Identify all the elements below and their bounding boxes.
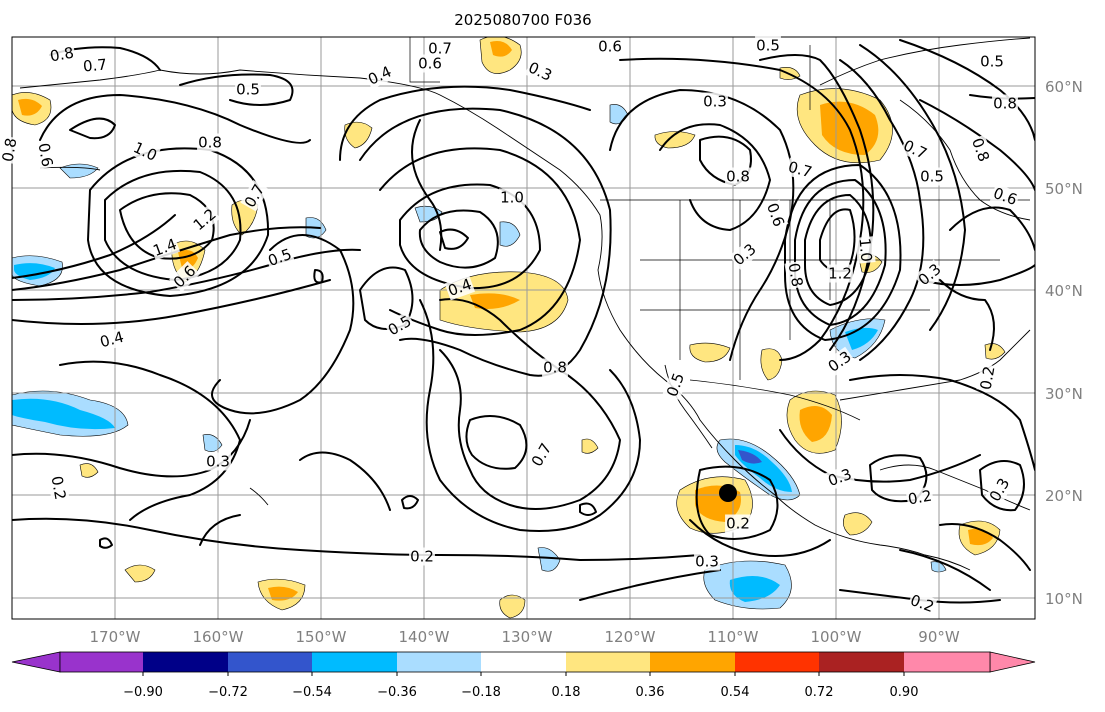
contour-label: 0.5 xyxy=(980,53,1004,71)
lon-label: 110°W xyxy=(708,628,759,646)
contour-label: 0.7 xyxy=(786,158,814,182)
contour-label: 1.0 xyxy=(500,189,524,207)
storm-center-marker xyxy=(719,484,737,502)
colorbar-segment xyxy=(566,652,650,672)
colorbar-tick-label: 0.90 xyxy=(890,685,919,700)
lon-label: 160°W xyxy=(193,628,244,646)
map-panel xyxy=(11,36,1036,620)
colorbar-segment xyxy=(397,652,481,672)
contour-label: 0.7 xyxy=(82,55,107,75)
contour-label: 0.6 xyxy=(418,55,442,73)
colorbar-segment xyxy=(481,652,566,672)
colorbar-tick-label: 0.18 xyxy=(552,685,581,700)
colorbar: −0.90 −0.72 −0.54 −0.36 −0.18 0.18 0.36 0.54 0.7… xyxy=(11,651,1036,700)
contour-label: 0.3 xyxy=(703,93,727,111)
contour-label: 0.5 xyxy=(756,37,780,55)
contour-label: 0.8 xyxy=(993,95,1017,113)
contour-label: 0.5 xyxy=(236,81,260,99)
colorbar-segment xyxy=(735,652,819,672)
lon-label: 170°W xyxy=(90,628,141,646)
colorbar-segment xyxy=(60,652,143,672)
contour-label: 0.2 xyxy=(907,487,934,509)
shading-negative xyxy=(12,104,947,610)
colorbar-tick-label: 0.54 xyxy=(721,685,750,700)
gridlines xyxy=(12,37,1035,619)
contour-label: 0.8 xyxy=(785,262,807,289)
lat-label: 10°N xyxy=(1045,590,1083,608)
colorbar-segment xyxy=(143,652,228,672)
lat-label: 20°N xyxy=(1045,487,1083,505)
contour-label: 0.3 xyxy=(206,453,230,471)
colorbar-extend-low xyxy=(11,651,61,673)
contour-labels: 0.80.70.7 0.60.60.50.50.4 0.30.8 0.80.50.6 1… xyxy=(0,36,1021,617)
contour-label: 0.8 xyxy=(198,134,222,152)
contour-label: 1.2 xyxy=(828,265,852,283)
lon-label: 150°W xyxy=(296,628,347,646)
coastlines xyxy=(19,37,1031,571)
contour-label: 0.3 xyxy=(695,553,719,571)
political-borders xyxy=(409,37,1030,421)
lon-label: 100°W xyxy=(811,628,862,646)
lon-label: 140°W xyxy=(399,628,450,646)
lat-label: 60°N xyxy=(1045,78,1083,96)
colorbar-segment xyxy=(650,652,735,672)
contour-label: 0.5 xyxy=(920,168,944,186)
latitude-labels: 60°N 50°N 40°N 30°N 20°N 10°N xyxy=(1045,78,1083,608)
contour-label: 0.6 xyxy=(598,38,622,56)
contour-label: 0.2 xyxy=(410,548,434,566)
colorbar-segment xyxy=(312,652,397,672)
lat-label: 50°N xyxy=(1045,180,1083,198)
colorbar-tick-label: −0.54 xyxy=(292,685,332,700)
colorbar-extend-high xyxy=(989,651,1036,673)
contour-label: 0.4 xyxy=(98,328,126,352)
contour-label: 0.2 xyxy=(48,475,70,502)
contour-label: 0.6 xyxy=(35,142,57,169)
contour-label: 0.8 xyxy=(726,168,750,186)
colorbar-tick-label: −0.18 xyxy=(461,685,501,700)
lat-label: 40°N xyxy=(1045,282,1083,300)
contour-label: 0.8 xyxy=(543,359,567,377)
longitude-labels: 170°W 160°W 150°W 140°W 130°W 120°W 110°W 100°W… xyxy=(90,628,960,646)
colorbar-segment xyxy=(228,652,312,672)
lat-label: 30°N xyxy=(1045,385,1083,403)
lon-label: 120°W xyxy=(605,628,656,646)
colorbar-tick-label: −0.72 xyxy=(208,685,248,700)
colorbar-tick-label: −0.36 xyxy=(377,685,417,700)
colorbar-tick-label: 0.36 xyxy=(636,685,665,700)
contour-label: 1.0 xyxy=(855,237,875,262)
contour-lines xyxy=(12,39,1035,604)
contour-label: 0.7 xyxy=(428,40,452,58)
colorbar-tick-label: 0.72 xyxy=(805,685,834,700)
contour-label: 0.8 xyxy=(0,137,20,164)
map-title: 2025080700 F036 xyxy=(454,11,591,29)
contour-label: 0.2 xyxy=(726,515,750,533)
lon-label: 130°W xyxy=(502,628,553,646)
contour-label: 0.2 xyxy=(977,365,999,392)
colorbar-tick-label: −0.90 xyxy=(123,685,163,700)
colorbar-segment xyxy=(819,652,904,672)
lon-label: 90°W xyxy=(918,628,960,646)
contour-label: 0.8 xyxy=(49,44,76,66)
colorbar-segment xyxy=(904,652,990,672)
